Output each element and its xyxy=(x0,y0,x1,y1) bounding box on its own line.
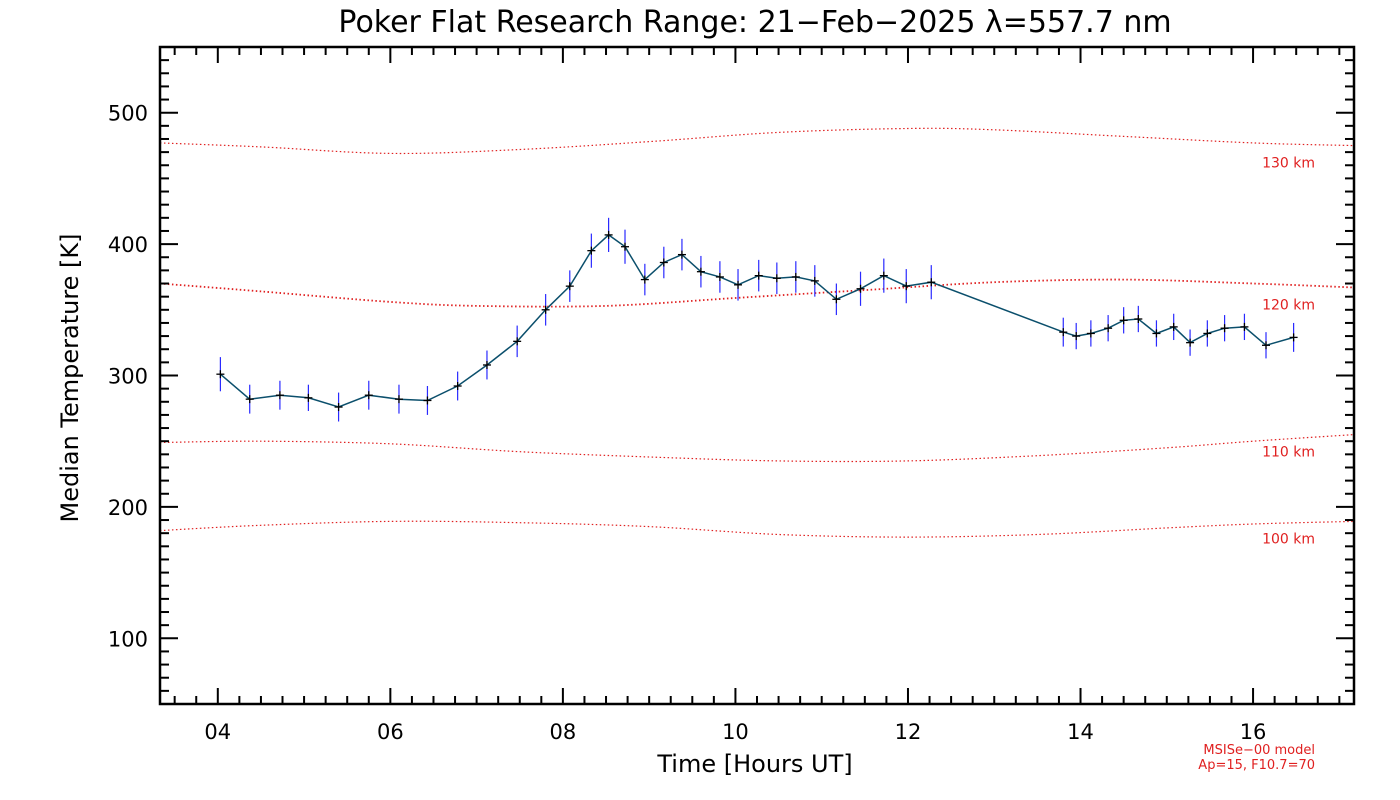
axes xyxy=(158,45,1356,706)
y-tick-label: 400 xyxy=(108,233,148,257)
data-point xyxy=(453,382,462,391)
data-point xyxy=(696,267,705,276)
model-label-100-km: 100 km xyxy=(1262,531,1315,547)
data-point xyxy=(1072,332,1081,341)
data-point xyxy=(927,278,936,287)
data-point xyxy=(772,274,781,283)
model-curves: 130 km 120 km 110 km 100 km xyxy=(159,127,1355,547)
data-point xyxy=(423,396,432,405)
data-point xyxy=(856,284,865,293)
x-tick-label: 16 xyxy=(1240,720,1267,744)
data-point xyxy=(1169,322,1178,331)
data-point xyxy=(1119,316,1128,325)
x-tick-label: 14 xyxy=(1067,720,1094,744)
data-point xyxy=(1289,333,1298,342)
data-point xyxy=(791,272,800,281)
data-point xyxy=(677,250,686,259)
data-point xyxy=(541,305,550,314)
model-note-line-2: Ap=15, F10.7=70 xyxy=(1198,758,1315,773)
data-point xyxy=(1086,329,1095,338)
model-curve-120-km xyxy=(159,278,1355,308)
data-point xyxy=(275,391,284,400)
x-tick-label: 06 xyxy=(377,720,404,744)
data-point xyxy=(587,246,596,255)
data-series xyxy=(216,217,1298,422)
model-label-110-km: 110 km xyxy=(1262,445,1315,461)
x-tick-label: 08 xyxy=(550,720,577,744)
data-point xyxy=(482,360,491,369)
series-line xyxy=(219,233,1294,408)
y-tick-label: 200 xyxy=(108,496,148,520)
data-point xyxy=(902,282,911,291)
data-point xyxy=(334,403,343,412)
data-point xyxy=(1104,324,1113,333)
data-point xyxy=(304,393,313,402)
model-curve-100-km xyxy=(159,520,1355,538)
data-point xyxy=(621,242,630,251)
model-curve-110-km xyxy=(159,434,1355,463)
data-point xyxy=(879,271,888,280)
data-point xyxy=(754,271,763,280)
y-axis-label: Median Temperature [K] xyxy=(56,233,84,522)
data-point xyxy=(565,282,574,291)
data-point xyxy=(1134,314,1143,323)
data-point xyxy=(1240,322,1249,331)
x-tick-label: 12 xyxy=(895,720,922,744)
data-point xyxy=(810,276,819,285)
model-label-120-km: 120 km xyxy=(1262,297,1315,313)
data-point xyxy=(1186,338,1195,347)
data-point xyxy=(1262,341,1271,350)
plot-frame xyxy=(158,45,1356,706)
x-tick-label: 10 xyxy=(722,720,749,744)
data-point xyxy=(216,370,225,379)
model-label-130-km: 130 km xyxy=(1262,156,1315,172)
data-point xyxy=(394,395,403,404)
x-axis-label: Time [Hours UT] xyxy=(656,750,852,778)
tick-labels: 04 06 08 10 12 14 16 100 200 300 400 500 xyxy=(108,102,1267,744)
data-point xyxy=(640,275,649,284)
model-curve-130-km xyxy=(159,127,1355,155)
data-point xyxy=(832,295,841,304)
data-point xyxy=(364,391,373,400)
data-point xyxy=(1220,324,1229,333)
data-point xyxy=(513,337,522,346)
data-point xyxy=(1152,329,1161,338)
data-point xyxy=(715,272,724,281)
x-tick-label: 04 xyxy=(204,720,231,744)
data-point xyxy=(734,280,743,289)
y-tick-label: 300 xyxy=(108,365,148,389)
chart-title: Poker Flat Research Range: 21−Feb−2025 λ… xyxy=(338,5,1171,40)
data-point xyxy=(1203,329,1212,338)
data-point xyxy=(245,395,254,404)
y-tick-label: 500 xyxy=(108,102,148,126)
data-point xyxy=(659,258,668,267)
data-point xyxy=(604,230,613,239)
y-tick-label: 100 xyxy=(108,627,148,651)
model-note-line-1: MSISe−00 model xyxy=(1203,743,1315,758)
data-point xyxy=(1059,328,1068,337)
